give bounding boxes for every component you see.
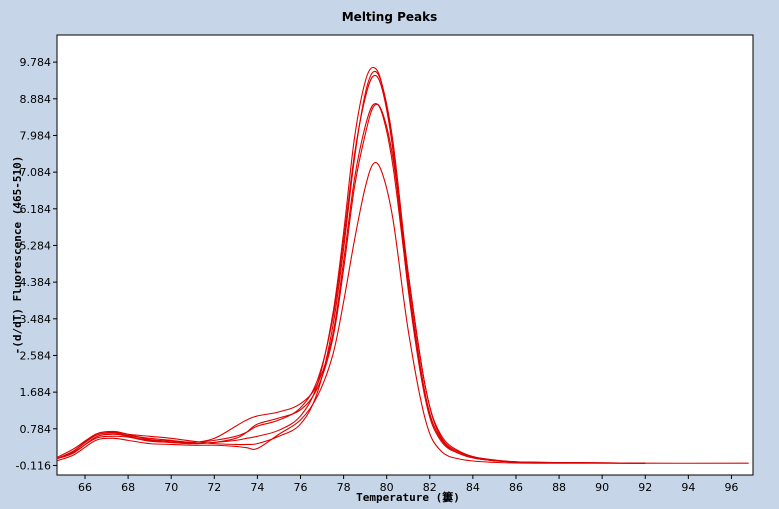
- y-tick-label: 7.984: [20, 129, 52, 142]
- y-tick-label: 3.484: [20, 313, 52, 326]
- y-tick-label: 6.184: [20, 203, 52, 216]
- y-tick-label: 8.884: [20, 93, 52, 106]
- x-axis-ticks: 66 68 70 72 74 76 78 80 82 84 86 88 90 92 94 96: [78, 475, 738, 494]
- chart-title: Melting Peaks: [341, 10, 438, 24]
- y-tick-label: 5.284: [20, 239, 52, 252]
- y-tick-label: 9.784: [20, 56, 52, 69]
- y-axis-ticks: -0.116 0.784 1.684 2.584 3.484 4.384 5.284 6.18…: [16, 56, 57, 472]
- y-tick-label: 2.584: [20, 349, 52, 362]
- series-line-3: [56, 102, 646, 464]
- x-tick-label: 90: [595, 481, 609, 494]
- x-tick-label: 76: [293, 481, 307, 494]
- x-tick-label: 82: [423, 481, 437, 494]
- x-tick-label: 68: [121, 481, 135, 494]
- x-tick-label: 84: [466, 481, 480, 494]
- series-line-6: [56, 70, 749, 464]
- x-tick-label: 92: [638, 481, 652, 494]
- series-group: [56, 66, 749, 464]
- series-line-5: [56, 162, 646, 464]
- x-tick-label: 70: [164, 481, 178, 494]
- x-tick-label: 74: [250, 481, 264, 494]
- y-tick-label: 4.384: [20, 276, 52, 289]
- y-axis-title: -(d/dT) Fluorescence (465-510): [11, 156, 24, 355]
- x-tick-label: 96: [724, 481, 738, 494]
- x-axis-title: Temperature (簍): [356, 490, 460, 504]
- x-tick-label: 78: [337, 481, 351, 494]
- y-tick-label: 7.084: [20, 166, 52, 179]
- x-tick-label: 72: [207, 481, 221, 494]
- x-tick-label: 80: [380, 481, 394, 494]
- y-tick-label: 0.784: [20, 423, 52, 436]
- x-tick-label: 94: [681, 481, 695, 494]
- x-tick-label: 86: [509, 481, 523, 494]
- y-tick-label: 1.684: [20, 386, 52, 399]
- x-tick-label: 66: [78, 481, 92, 494]
- x-tick-label: 88: [552, 481, 566, 494]
- y-tick-label: -0.116: [16, 459, 51, 472]
